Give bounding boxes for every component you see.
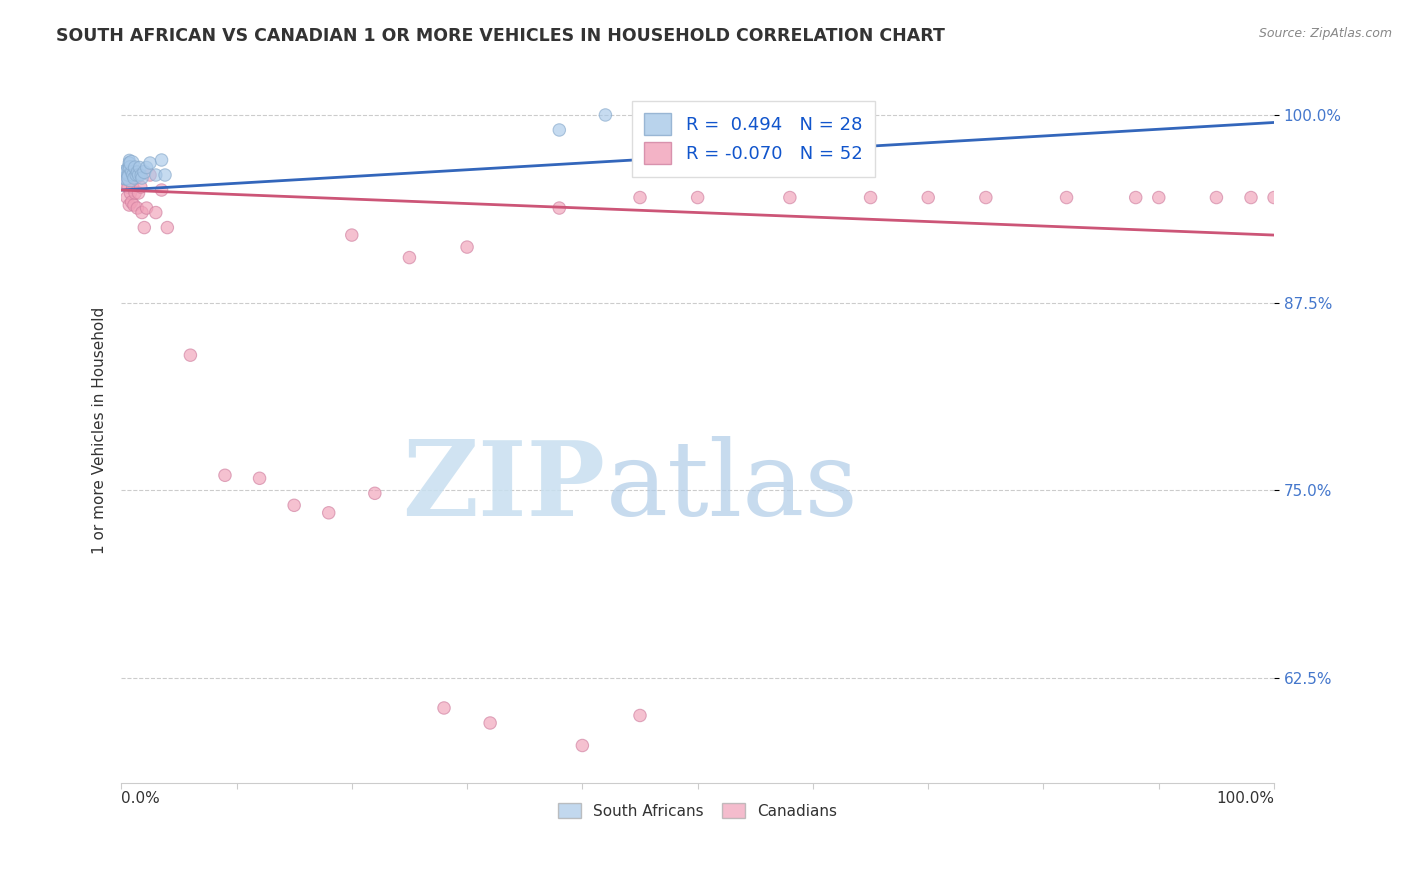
Point: [859, 190, 882, 204]
Point: [129, 180, 152, 194]
Point: [433, 701, 456, 715]
Point: [456, 240, 478, 254]
Point: [127, 165, 149, 179]
Point: [127, 201, 149, 215]
Point: [283, 498, 305, 512]
Text: SOUTH AFRICAN VS CANADIAN 1 OR MORE VEHICLES IN HOUSEHOLD CORRELATION CHART: SOUTH AFRICAN VS CANADIAN 1 OR MORE VEHI…: [56, 27, 945, 45]
Text: ZIP: ZIP: [402, 435, 606, 538]
Point: [117, 168, 139, 182]
Point: [135, 161, 157, 175]
Point: [118, 153, 141, 167]
Point: [548, 123, 571, 137]
Point: [318, 506, 340, 520]
Point: [118, 156, 141, 170]
Point: [125, 171, 148, 186]
Point: [156, 220, 179, 235]
Point: [114, 171, 136, 186]
Point: [114, 171, 136, 186]
Point: [153, 168, 176, 182]
Point: [128, 161, 150, 175]
Point: [214, 468, 236, 483]
Point: [628, 190, 651, 204]
Point: [124, 186, 146, 200]
Point: [150, 183, 173, 197]
Point: [1240, 190, 1263, 204]
Point: [134, 165, 156, 179]
Point: [121, 165, 143, 179]
Point: [120, 171, 142, 186]
Text: 100.0%: 100.0%: [1216, 790, 1274, 805]
Point: [118, 171, 141, 186]
Point: [122, 198, 145, 212]
Point: [571, 739, 593, 753]
Point: [120, 186, 142, 200]
Text: Source: ZipAtlas.com: Source: ZipAtlas.com: [1258, 27, 1392, 40]
Point: [114, 176, 136, 190]
Point: [121, 168, 143, 182]
Point: [779, 190, 801, 204]
Point: [1147, 190, 1170, 204]
Point: [145, 205, 167, 219]
Point: [120, 161, 142, 175]
Point: [117, 180, 139, 194]
Point: [125, 168, 148, 182]
Point: [117, 171, 139, 186]
Point: [117, 161, 139, 175]
Point: [118, 198, 141, 212]
Point: [249, 471, 271, 485]
Point: [548, 201, 571, 215]
Point: [145, 168, 167, 182]
Point: [131, 171, 153, 186]
Point: [128, 186, 150, 200]
Point: [686, 190, 709, 204]
Text: atlas: atlas: [606, 435, 858, 538]
Point: [1263, 190, 1285, 204]
Point: [364, 486, 387, 500]
Point: [114, 168, 136, 182]
Point: [139, 168, 162, 182]
Point: [179, 348, 201, 362]
Point: [628, 708, 651, 723]
Point: [115, 190, 138, 204]
Point: [150, 153, 173, 167]
Point: [121, 156, 143, 170]
Point: [1205, 190, 1227, 204]
Point: [128, 168, 150, 182]
Point: [115, 165, 138, 179]
Point: [122, 171, 145, 186]
Point: [1056, 190, 1078, 204]
Point: [121, 195, 143, 210]
Point: [124, 161, 146, 175]
Point: [135, 201, 157, 215]
Y-axis label: 1 or more Vehicles in Household: 1 or more Vehicles in Household: [93, 307, 107, 554]
Point: [120, 165, 142, 179]
Point: [1125, 190, 1147, 204]
Point: [134, 220, 156, 235]
Point: [121, 180, 143, 194]
Point: [917, 190, 939, 204]
Point: [340, 228, 363, 243]
Point: [139, 156, 162, 170]
Point: [398, 251, 420, 265]
Point: [129, 168, 152, 182]
Point: [974, 190, 997, 204]
Point: [121, 168, 143, 182]
Legend: South Africans, Canadians: South Africans, Canadians: [553, 797, 844, 825]
Point: [479, 716, 502, 731]
Text: 0.0%: 0.0%: [121, 790, 160, 805]
Point: [595, 108, 617, 122]
Point: [128, 168, 150, 182]
Point: [131, 205, 153, 219]
